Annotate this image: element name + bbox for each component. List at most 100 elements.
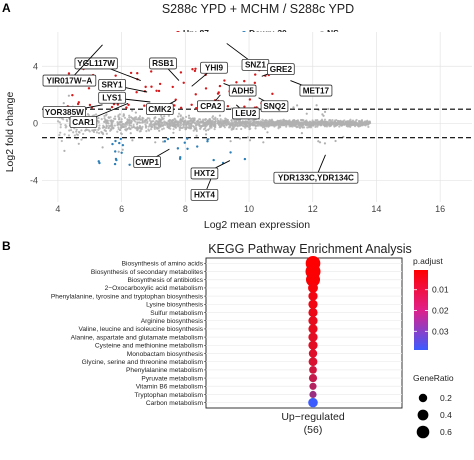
gene-label-box bbox=[98, 78, 126, 91]
ns-point bbox=[139, 127, 143, 131]
ns-point bbox=[367, 122, 370, 126]
ns-point bbox=[289, 124, 292, 127]
up-point bbox=[88, 103, 92, 107]
ns-point bbox=[295, 126, 298, 129]
gene-label: YDR133C,YDR134C bbox=[278, 174, 354, 183]
panel-b-plot: Biosynthesis of amino acidsBiosynthesis … bbox=[51, 256, 403, 436]
ns-point bbox=[219, 125, 223, 128]
ns-point bbox=[245, 121, 248, 124]
up-point bbox=[155, 89, 158, 92]
ns-point bbox=[149, 120, 152, 123]
ns-point bbox=[210, 124, 213, 128]
ns-point bbox=[154, 121, 157, 124]
color-legend-label: 0.03 bbox=[432, 326, 449, 336]
panel-a-letter: A bbox=[2, 1, 11, 15]
down-point bbox=[163, 140, 167, 143]
ns-point bbox=[345, 124, 348, 128]
ns-point bbox=[73, 134, 76, 137]
pathway-label: Valine, leucine and isoleucine biosynthe… bbox=[78, 326, 203, 333]
gene-label: SRY1 bbox=[102, 81, 124, 90]
ns-point bbox=[161, 121, 164, 124]
ns-point bbox=[161, 128, 164, 131]
pathway-label: Phenylalanine, tyrosine and tryptophan b… bbox=[51, 293, 204, 300]
gene-label: CPA2 bbox=[200, 102, 222, 111]
ns-point bbox=[225, 123, 228, 126]
ns-point bbox=[93, 114, 96, 117]
panel-a-title: S288c YPD + MCHM / S288c YPD bbox=[162, 2, 354, 16]
ns-point bbox=[304, 123, 307, 126]
pathway-label: Alanine, aspartate and glutamate metabol… bbox=[71, 334, 204, 341]
ns-point bbox=[97, 121, 100, 124]
ns-point bbox=[128, 124, 131, 127]
ns-point bbox=[305, 120, 308, 124]
pathway-label: Arginine biosynthesis bbox=[141, 318, 204, 325]
ns-point bbox=[132, 123, 135, 127]
ns-point bbox=[300, 132, 304, 135]
ns-point bbox=[338, 120, 341, 123]
ns-point bbox=[229, 140, 232, 143]
up-point bbox=[193, 69, 197, 73]
down-point bbox=[118, 141, 121, 145]
up-point bbox=[150, 70, 153, 73]
ns-point bbox=[192, 119, 196, 122]
ns-point bbox=[239, 121, 242, 124]
ns-point bbox=[100, 131, 104, 134]
panel-a-gene-labels: YGL117W RSB1 YHI9 SNZ1 GRE2 YIR017W−A SRY1 MET1… bbox=[42, 43, 359, 201]
up-point bbox=[218, 84, 222, 88]
ns-point bbox=[128, 127, 131, 130]
color-legend-title: p.adjust bbox=[413, 256, 443, 266]
ns-point bbox=[118, 128, 122, 132]
ns-point bbox=[238, 124, 242, 127]
ns-point bbox=[150, 125, 153, 128]
ns-point bbox=[280, 122, 283, 125]
ns-point bbox=[142, 117, 145, 120]
ns-point bbox=[138, 116, 141, 120]
ns-point bbox=[207, 128, 210, 131]
up-point bbox=[194, 67, 197, 71]
ns-point bbox=[136, 121, 139, 124]
pathway-dot bbox=[305, 272, 321, 287]
ns-point bbox=[162, 140, 165, 143]
ns-point bbox=[92, 130, 96, 134]
ns-point bbox=[197, 121, 200, 124]
ns-point bbox=[247, 119, 250, 122]
up-point bbox=[223, 79, 226, 82]
ns-point bbox=[143, 121, 147, 124]
ns-point bbox=[119, 120, 122, 123]
ns-point bbox=[247, 121, 250, 124]
panel-a-ytick: 4 bbox=[33, 61, 38, 71]
up-point bbox=[158, 82, 162, 86]
ns-point bbox=[318, 141, 322, 144]
ns-point bbox=[341, 121, 344, 124]
ns-point bbox=[97, 132, 101, 135]
ns-point bbox=[185, 124, 188, 127]
ns-point bbox=[290, 122, 293, 125]
ns-point bbox=[300, 121, 303, 124]
ns-point bbox=[97, 116, 100, 120]
down-point bbox=[229, 151, 232, 154]
gene-label-box bbox=[149, 57, 177, 70]
down-point bbox=[206, 140, 209, 143]
ns-point bbox=[212, 117, 215, 121]
ns-point bbox=[97, 126, 100, 129]
ns-point bbox=[190, 124, 193, 127]
gene-label: SNZ1 bbox=[245, 61, 266, 70]
gene-label: SNQ2 bbox=[263, 102, 286, 111]
ns-point bbox=[323, 120, 326, 123]
ns-point bbox=[93, 128, 97, 131]
ns-point bbox=[158, 117, 161, 121]
ns-point bbox=[138, 115, 142, 118]
ns-point bbox=[314, 119, 317, 122]
up-point bbox=[77, 101, 81, 104]
up-point bbox=[191, 68, 194, 71]
gene-label-box bbox=[197, 100, 225, 113]
ns-point bbox=[367, 121, 371, 124]
panel-a-xtick: 12 bbox=[308, 204, 318, 214]
ns-point bbox=[225, 118, 228, 121]
ns-point bbox=[192, 124, 195, 128]
ns-point bbox=[206, 123, 209, 126]
up-point bbox=[182, 81, 185, 85]
ns-point bbox=[204, 129, 208, 132]
ns-point bbox=[107, 126, 111, 129]
ns-point bbox=[176, 124, 179, 127]
